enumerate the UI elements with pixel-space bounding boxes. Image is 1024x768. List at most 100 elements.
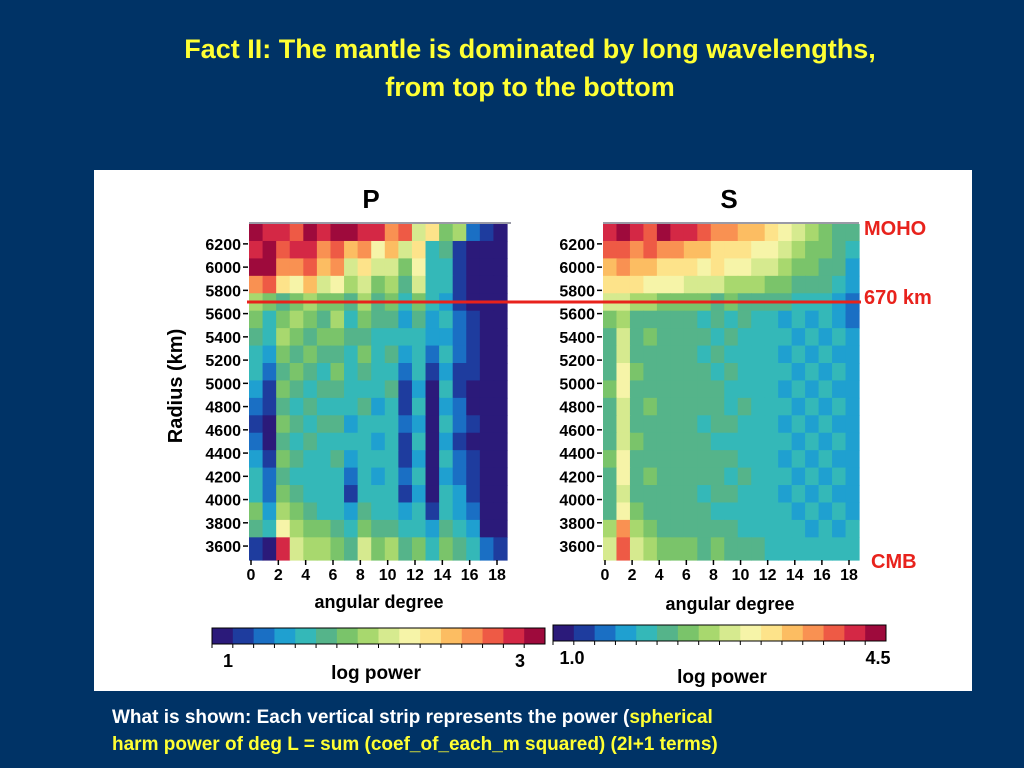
p-heatmap-cell <box>452 258 467 277</box>
s-heatmap-cell <box>778 310 793 329</box>
p-heatmap-cell <box>493 397 508 416</box>
p-heatmap-cell <box>357 537 372 561</box>
s-heatmap-cell <box>751 275 766 294</box>
s-heatmap-cell <box>805 537 820 561</box>
p-colorbar-frame <box>211 627 546 645</box>
s-y-tick-label: 3800 <box>559 516 595 533</box>
p-x-axis-label: angular degree <box>314 592 443 612</box>
s-heatmap-cell <box>616 345 631 364</box>
p-y-tick-label: 5200 <box>205 353 241 370</box>
s-heatmap-cell <box>818 450 833 469</box>
p-heatmap-cell <box>466 432 481 451</box>
s-heatmap-cell <box>724 328 739 347</box>
p-heatmap-cell <box>344 345 359 364</box>
s-y-tick-label: 6000 <box>559 260 595 277</box>
p-heatmap-cell <box>330 240 345 259</box>
p-heatmap-cell <box>303 450 318 469</box>
s-heatmap-cell <box>710 328 725 347</box>
s-heatmap-cell <box>643 432 658 451</box>
s-colorbar-min-label: 1.0 <box>559 648 584 668</box>
s-heatmap-cell <box>603 328 618 347</box>
p-heatmap-cell <box>439 224 454 242</box>
s-heatmap-cell <box>832 467 847 486</box>
p-heatmap-cell <box>425 380 440 399</box>
s-heatmap-cell <box>643 363 658 382</box>
p-heatmap-cell <box>384 240 399 259</box>
p-heatmap-cell <box>357 345 372 364</box>
p-heatmap-cell <box>276 380 291 399</box>
s-heatmap-cell <box>751 432 766 451</box>
s-heatmap-cell <box>656 485 671 504</box>
p-heatmap-cell <box>452 519 467 538</box>
s-heatmap-cell <box>751 380 766 399</box>
p-heatmap-cell <box>303 485 318 504</box>
p-y-axis: 6200 6000 5800 5600 5400 5200 5000 4800 4600 4400… <box>205 237 248 556</box>
slide-title-line-2: from top to the bottom <box>385 72 675 102</box>
p-heatmap-cell <box>303 345 318 364</box>
p-heatmap-cell <box>466 310 481 329</box>
p-heatmap-cell <box>276 258 291 277</box>
p-heatmap-cell <box>357 310 372 329</box>
p-y-tick-label: 5000 <box>205 376 241 393</box>
p-heatmap-cell <box>439 519 454 538</box>
p-heatmap-cell <box>303 328 318 347</box>
p-heatmap-cell <box>411 380 427 399</box>
s-heatmap-cell <box>683 240 698 259</box>
p-heatmap-cell <box>276 502 291 521</box>
s-heatmap-cell <box>603 224 618 242</box>
s-heatmap-cell <box>629 240 645 259</box>
s-heatmap-cell <box>791 224 806 242</box>
p-heatmap-cell <box>411 415 427 434</box>
p-heatmap-cell <box>439 310 454 329</box>
s-heatmap-cell <box>670 380 685 399</box>
p-heatmap-cell <box>371 537 386 561</box>
s-heatmap-cell <box>737 415 752 434</box>
s-heatmap-cell <box>724 310 739 329</box>
s-heatmap-cell <box>751 310 766 329</box>
p-heatmap-cell <box>466 328 481 347</box>
p-heatmap-cell <box>289 485 304 504</box>
p-heatmap-cell <box>262 502 277 521</box>
s-heatmap-cell <box>805 467 820 486</box>
p-heatmap-cell <box>452 240 467 259</box>
p-heatmap-cell <box>398 415 413 434</box>
s-heatmap-cell <box>724 519 739 538</box>
p-heatmap-cell <box>384 537 399 561</box>
p-colorbar-swatch <box>524 628 546 644</box>
s-heatmap-cell <box>616 432 631 451</box>
p-colorbar-swatch <box>232 628 255 644</box>
s-heatmap-cell <box>603 275 618 294</box>
p-heatmap-cell <box>303 224 318 242</box>
p-y-tick-label: 4000 <box>205 493 241 510</box>
p-x-tick-label: 12 <box>406 567 424 584</box>
s-heatmap-cell <box>603 485 618 504</box>
s-heatmap-cell <box>670 467 685 486</box>
s-x-axis: 0 2 4 6 8 10 12 14 16 18 <box>601 560 858 584</box>
s-heatmap-cell <box>778 467 793 486</box>
s-x-axis-label: angular degree <box>665 594 794 614</box>
p-heatmap-cell <box>439 537 454 561</box>
s-heatmap-cell <box>697 397 712 416</box>
s-heatmap-cell <box>616 328 631 347</box>
s-heatmap-cell <box>643 450 658 469</box>
p-heatmap-cell <box>384 363 399 382</box>
p-heatmap-cell <box>384 485 399 504</box>
s-heatmap-cell <box>805 258 820 277</box>
p-heatmap-cell <box>249 380 264 399</box>
p-heatmap-cell <box>452 397 467 416</box>
p-heatmap-cell <box>344 380 359 399</box>
p-heatmap-cell <box>357 275 372 294</box>
p-colorbar-swatch <box>316 628 338 644</box>
p-heatmap-cell <box>276 310 291 329</box>
s-heatmap-cell <box>832 519 847 538</box>
s-heatmap-cell <box>764 275 779 294</box>
p-heatmap-cell <box>371 380 386 399</box>
p-heatmap-cell <box>371 397 386 416</box>
p-heatmap-cell <box>289 415 304 434</box>
p-heatmap-cell <box>276 224 291 242</box>
p-heatmap-cell <box>316 345 332 364</box>
p-x-tick-label: 2 <box>274 567 283 584</box>
s-y-tick-label: 5200 <box>559 353 595 370</box>
s-heatmap-cell <box>832 345 847 364</box>
s-heatmap-cell <box>805 485 820 504</box>
